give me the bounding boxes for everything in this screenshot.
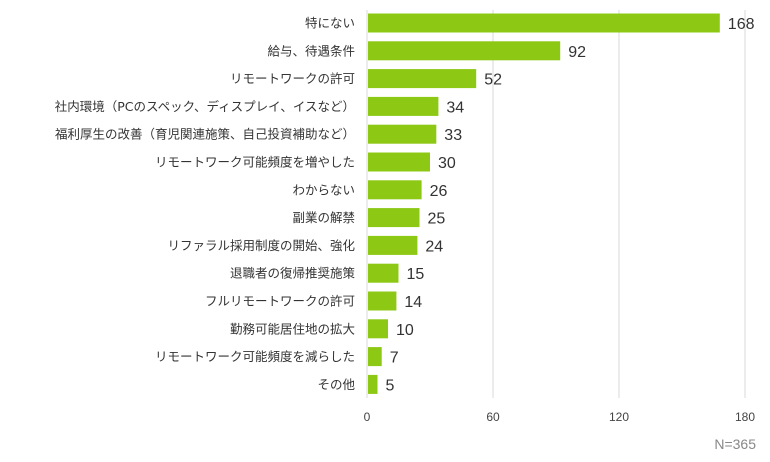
value-label: 168 [728, 16, 755, 33]
category-label: その他 [317, 377, 355, 392]
category-label: わからない [292, 182, 355, 197]
bar [368, 208, 420, 228]
category-label: 福利厚生の改善（育児関連施策、自己投資補助など） [55, 127, 355, 142]
bar [368, 235, 418, 255]
bar [368, 96, 439, 116]
value-label: 5 [386, 377, 395, 394]
category-label: リファラル採用制度の開始、強化 [167, 238, 355, 253]
value-label: 26 [430, 183, 448, 200]
value-label: 25 [428, 211, 446, 228]
value-label: 30 [438, 155, 456, 172]
bar [368, 291, 397, 311]
bar [368, 13, 720, 33]
bar [368, 69, 477, 89]
category-label: 退職者の復帰推奨施策 [230, 266, 356, 281]
value-label: 24 [425, 238, 443, 255]
x-tick-label: 60 [486, 410, 500, 424]
category-label: リモートワーク可能頻度を増やした [155, 155, 355, 170]
category-label: 給与、待遇条件 [267, 43, 355, 58]
category-label: 副業の解禁 [292, 210, 355, 225]
bar [368, 347, 382, 367]
value-label: 92 [568, 44, 586, 61]
category-label: リモートワークの許可 [230, 71, 355, 86]
bar [368, 263, 399, 283]
value-label: 34 [446, 99, 464, 116]
value-label: 7 [390, 350, 399, 367]
bar [368, 41, 561, 61]
sample-size-note: N=365 [714, 436, 756, 452]
value-label: 33 [444, 127, 462, 144]
value-label: 52 [484, 72, 502, 89]
bar [368, 374, 378, 394]
category-label: リモートワーク可能頻度を減らした [155, 349, 355, 364]
bar [368, 124, 437, 144]
category-label: 勤務可能居住地の拡大 [230, 321, 355, 336]
value-label: 14 [404, 294, 422, 311]
bar [368, 319, 388, 339]
x-tick-label: 0 [364, 410, 371, 424]
x-tick-label: 180 [735, 410, 755, 424]
value-label: 10 [396, 322, 414, 339]
bar [368, 152, 430, 172]
bar [368, 180, 422, 200]
x-tick-label: 120 [609, 410, 629, 424]
category-label: フルリモートワークの許可 [205, 294, 355, 309]
value-label: 15 [407, 266, 425, 283]
category-label: 特にない [305, 16, 355, 31]
category-label: 社内環境（PCのスペック、ディスプレイ、イスなど） [55, 99, 355, 114]
